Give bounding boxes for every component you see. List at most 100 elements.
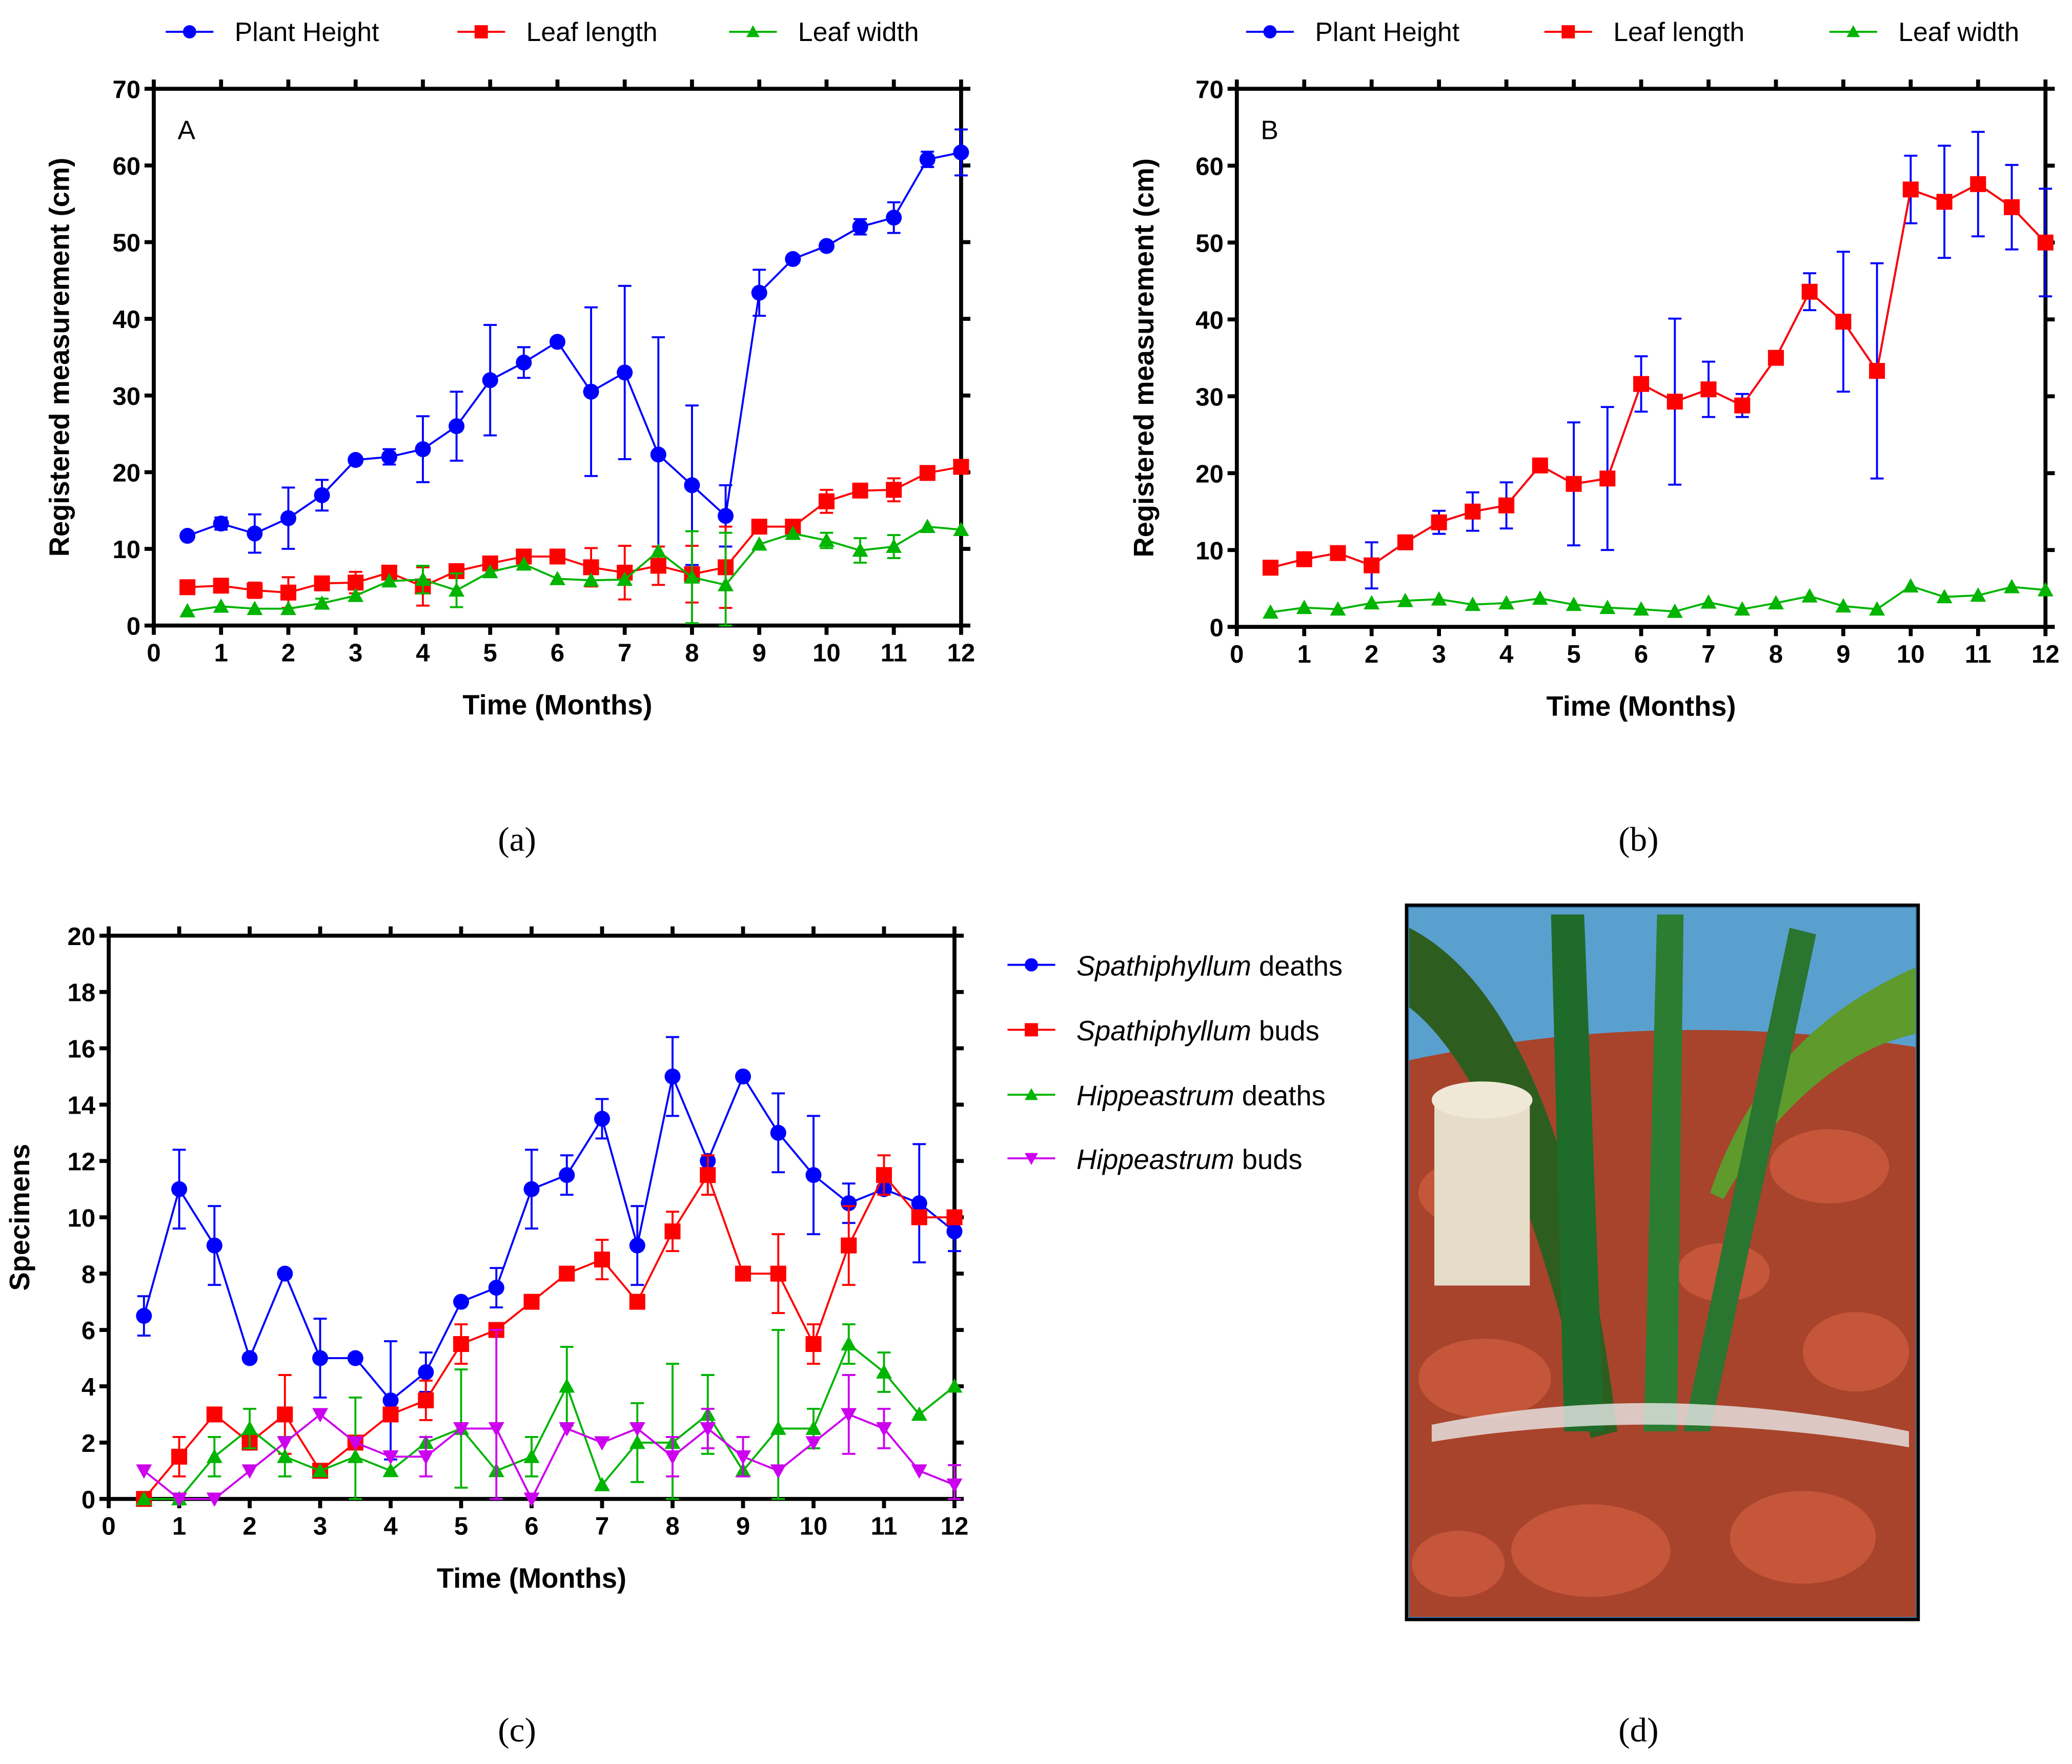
- x-tick-label: 10: [1897, 641, 1925, 668]
- data-point: [2037, 234, 2054, 251]
- data-point: [415, 571, 431, 586]
- x-tick-label: 12: [2032, 641, 2060, 668]
- y-tick-label: 50: [1195, 230, 1224, 257]
- x-tick-label: 0: [101, 1513, 115, 1541]
- caption-d: (d): [1618, 1711, 1658, 1749]
- series-line: [143, 1073, 956, 1402]
- data-point: [206, 1448, 222, 1463]
- legend-marker: [474, 25, 488, 38]
- data-point: [735, 1265, 751, 1282]
- y-tick-label: 30: [1195, 383, 1224, 411]
- data-point: [523, 1448, 540, 1463]
- legend-marker: [1025, 1088, 1038, 1100]
- data-point: [1902, 181, 1919, 198]
- data-point: [629, 1237, 645, 1254]
- data-point: [418, 1392, 434, 1408]
- x-tick-label: 11: [881, 639, 907, 667]
- data-point: [751, 284, 767, 301]
- x-tick-label: 5: [1567, 641, 1580, 668]
- caption-b: (b): [1618, 820, 1658, 858]
- legend-suffix: buds: [1234, 1144, 1303, 1175]
- x-tick-label: 4: [1499, 641, 1514, 668]
- series-leaf-length: [1262, 176, 2054, 576]
- data-point: [876, 1364, 892, 1379]
- y-tick-label: 0: [127, 613, 140, 641]
- data-point: [1498, 497, 1515, 514]
- legend-label: Plant Height: [235, 17, 379, 47]
- data-point: [312, 1408, 329, 1423]
- legend-item: Leaf width: [1829, 17, 2019, 47]
- series-spathiphyllum-deaths: [136, 1036, 963, 1461]
- data-point: [171, 1448, 188, 1465]
- data-point: [1801, 283, 1818, 300]
- data-point: [946, 1209, 963, 1225]
- data-point: [136, 1491, 152, 1506]
- data-point: [583, 383, 599, 400]
- data-point: [841, 1336, 857, 1350]
- data-point: [1869, 601, 1885, 616]
- data-point: [718, 508, 734, 524]
- data-point: [1902, 578, 1919, 593]
- series-line: [144, 1342, 956, 1500]
- data-point: [2004, 199, 2020, 215]
- data-point: [280, 510, 296, 526]
- series-line: [187, 151, 962, 537]
- data-point: [886, 538, 902, 553]
- data-point: [911, 1406, 927, 1421]
- data-point: [852, 542, 868, 557]
- data-point: [523, 1492, 540, 1507]
- data-point: [1667, 603, 1683, 618]
- x-tick-label: 7: [595, 1513, 609, 1541]
- data-point: [805, 1167, 822, 1183]
- legend-marker: [1263, 25, 1277, 38]
- data-point: [418, 1364, 434, 1381]
- data-point: [594, 1476, 611, 1491]
- data-point: [314, 575, 330, 591]
- panel-label: B: [1261, 115, 1278, 145]
- data-point: [953, 144, 969, 160]
- y-tick-label: 0: [1210, 614, 1224, 642]
- data-point: [919, 465, 936, 481]
- data-point: [382, 1392, 399, 1408]
- x-tick-label: 9: [1836, 641, 1850, 668]
- x-tick-label: 5: [483, 639, 497, 667]
- y-tick-label: 70: [112, 76, 140, 104]
- data-point: [549, 570, 565, 585]
- data-point: [382, 1450, 399, 1465]
- y-tick-label: 8: [82, 1261, 95, 1288]
- panel-label: A: [178, 115, 196, 145]
- x-tick-label: 11: [871, 1513, 898, 1541]
- x-tick-label: 2: [281, 639, 295, 667]
- data-point: [1734, 397, 1751, 414]
- data-point: [415, 441, 431, 457]
- data-point: [523, 1181, 540, 1197]
- series-spathiphyllum-buds: [136, 1154, 963, 1507]
- series-line: [187, 465, 962, 594]
- data-point: [449, 582, 465, 597]
- legend-item: Hippeastrum buds: [1007, 1144, 1303, 1175]
- data-point: [919, 519, 936, 534]
- data-point: [594, 1111, 611, 1127]
- legend-marker: [1561, 25, 1575, 38]
- legend-genus: Hippeastrum: [1076, 1144, 1234, 1175]
- data-point: [684, 569, 700, 584]
- data-point: [1262, 604, 1279, 619]
- data-point: [213, 598, 229, 613]
- data-point: [549, 548, 565, 565]
- data-point: [1667, 394, 1683, 410]
- data-point: [488, 1280, 504, 1296]
- data-point: [1296, 600, 1312, 614]
- data-point: [1498, 595, 1515, 610]
- x-tick-label: 6: [524, 1513, 538, 1541]
- y-tick-label: 2: [82, 1430, 95, 1458]
- data-point: [1801, 588, 1818, 603]
- data-point: [1835, 598, 1852, 613]
- data-point: [312, 1350, 329, 1366]
- data-point: [751, 519, 767, 535]
- x-tick-label: 7: [1701, 641, 1715, 668]
- x-axis-label: Time (Months): [1547, 690, 1736, 722]
- x-tick-label: 3: [313, 1513, 327, 1541]
- data-point: [718, 577, 734, 591]
